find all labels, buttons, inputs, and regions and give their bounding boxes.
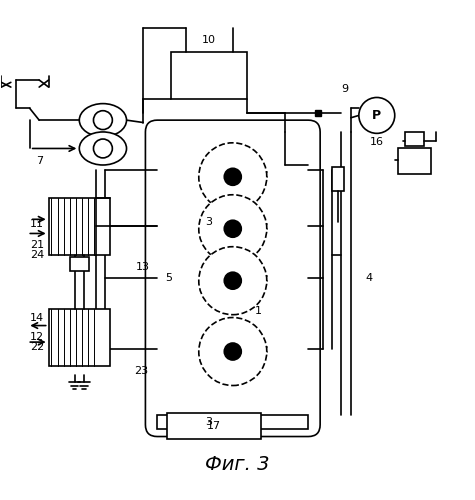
Text: 3: 3 [206,418,213,428]
Text: 11: 11 [30,219,44,229]
Circle shape [359,98,395,134]
Text: Фиг. 3: Фиг. 3 [205,456,270,474]
Circle shape [199,246,267,314]
Bar [48,309,110,366]
Text: 7: 7 [37,156,44,166]
Text: 24: 24 [29,250,44,260]
Bar [70,257,89,271]
Circle shape [224,168,241,186]
Bar [167,413,261,439]
Bar [332,168,344,191]
Text: 10: 10 [202,34,216,44]
Text: 23: 23 [133,366,148,376]
Circle shape [224,272,241,289]
Text: 1: 1 [255,306,262,316]
Text: 12: 12 [30,332,44,342]
Ellipse shape [79,104,126,136]
Text: 17: 17 [207,420,221,430]
Text: 3: 3 [206,216,213,226]
Circle shape [224,343,241,360]
Text: 4: 4 [365,274,372,283]
Text: 13: 13 [136,262,150,272]
Text: 14: 14 [30,314,44,324]
Ellipse shape [79,132,126,165]
Text: 22: 22 [29,342,44,352]
Circle shape [199,194,267,263]
Bar [398,148,431,174]
Circle shape [199,143,267,211]
Bar [48,198,110,254]
Bar [405,132,424,146]
Circle shape [199,318,267,386]
Bar [157,416,308,430]
Circle shape [94,139,113,158]
Text: 21: 21 [30,240,44,250]
Bar [171,52,247,99]
Circle shape [224,220,241,238]
Text: 9: 9 [342,84,349,94]
Text: 5: 5 [165,274,172,283]
Circle shape [94,110,113,130]
FancyBboxPatch shape [145,120,320,436]
Text: P: P [372,109,381,122]
Text: 16: 16 [370,136,384,146]
